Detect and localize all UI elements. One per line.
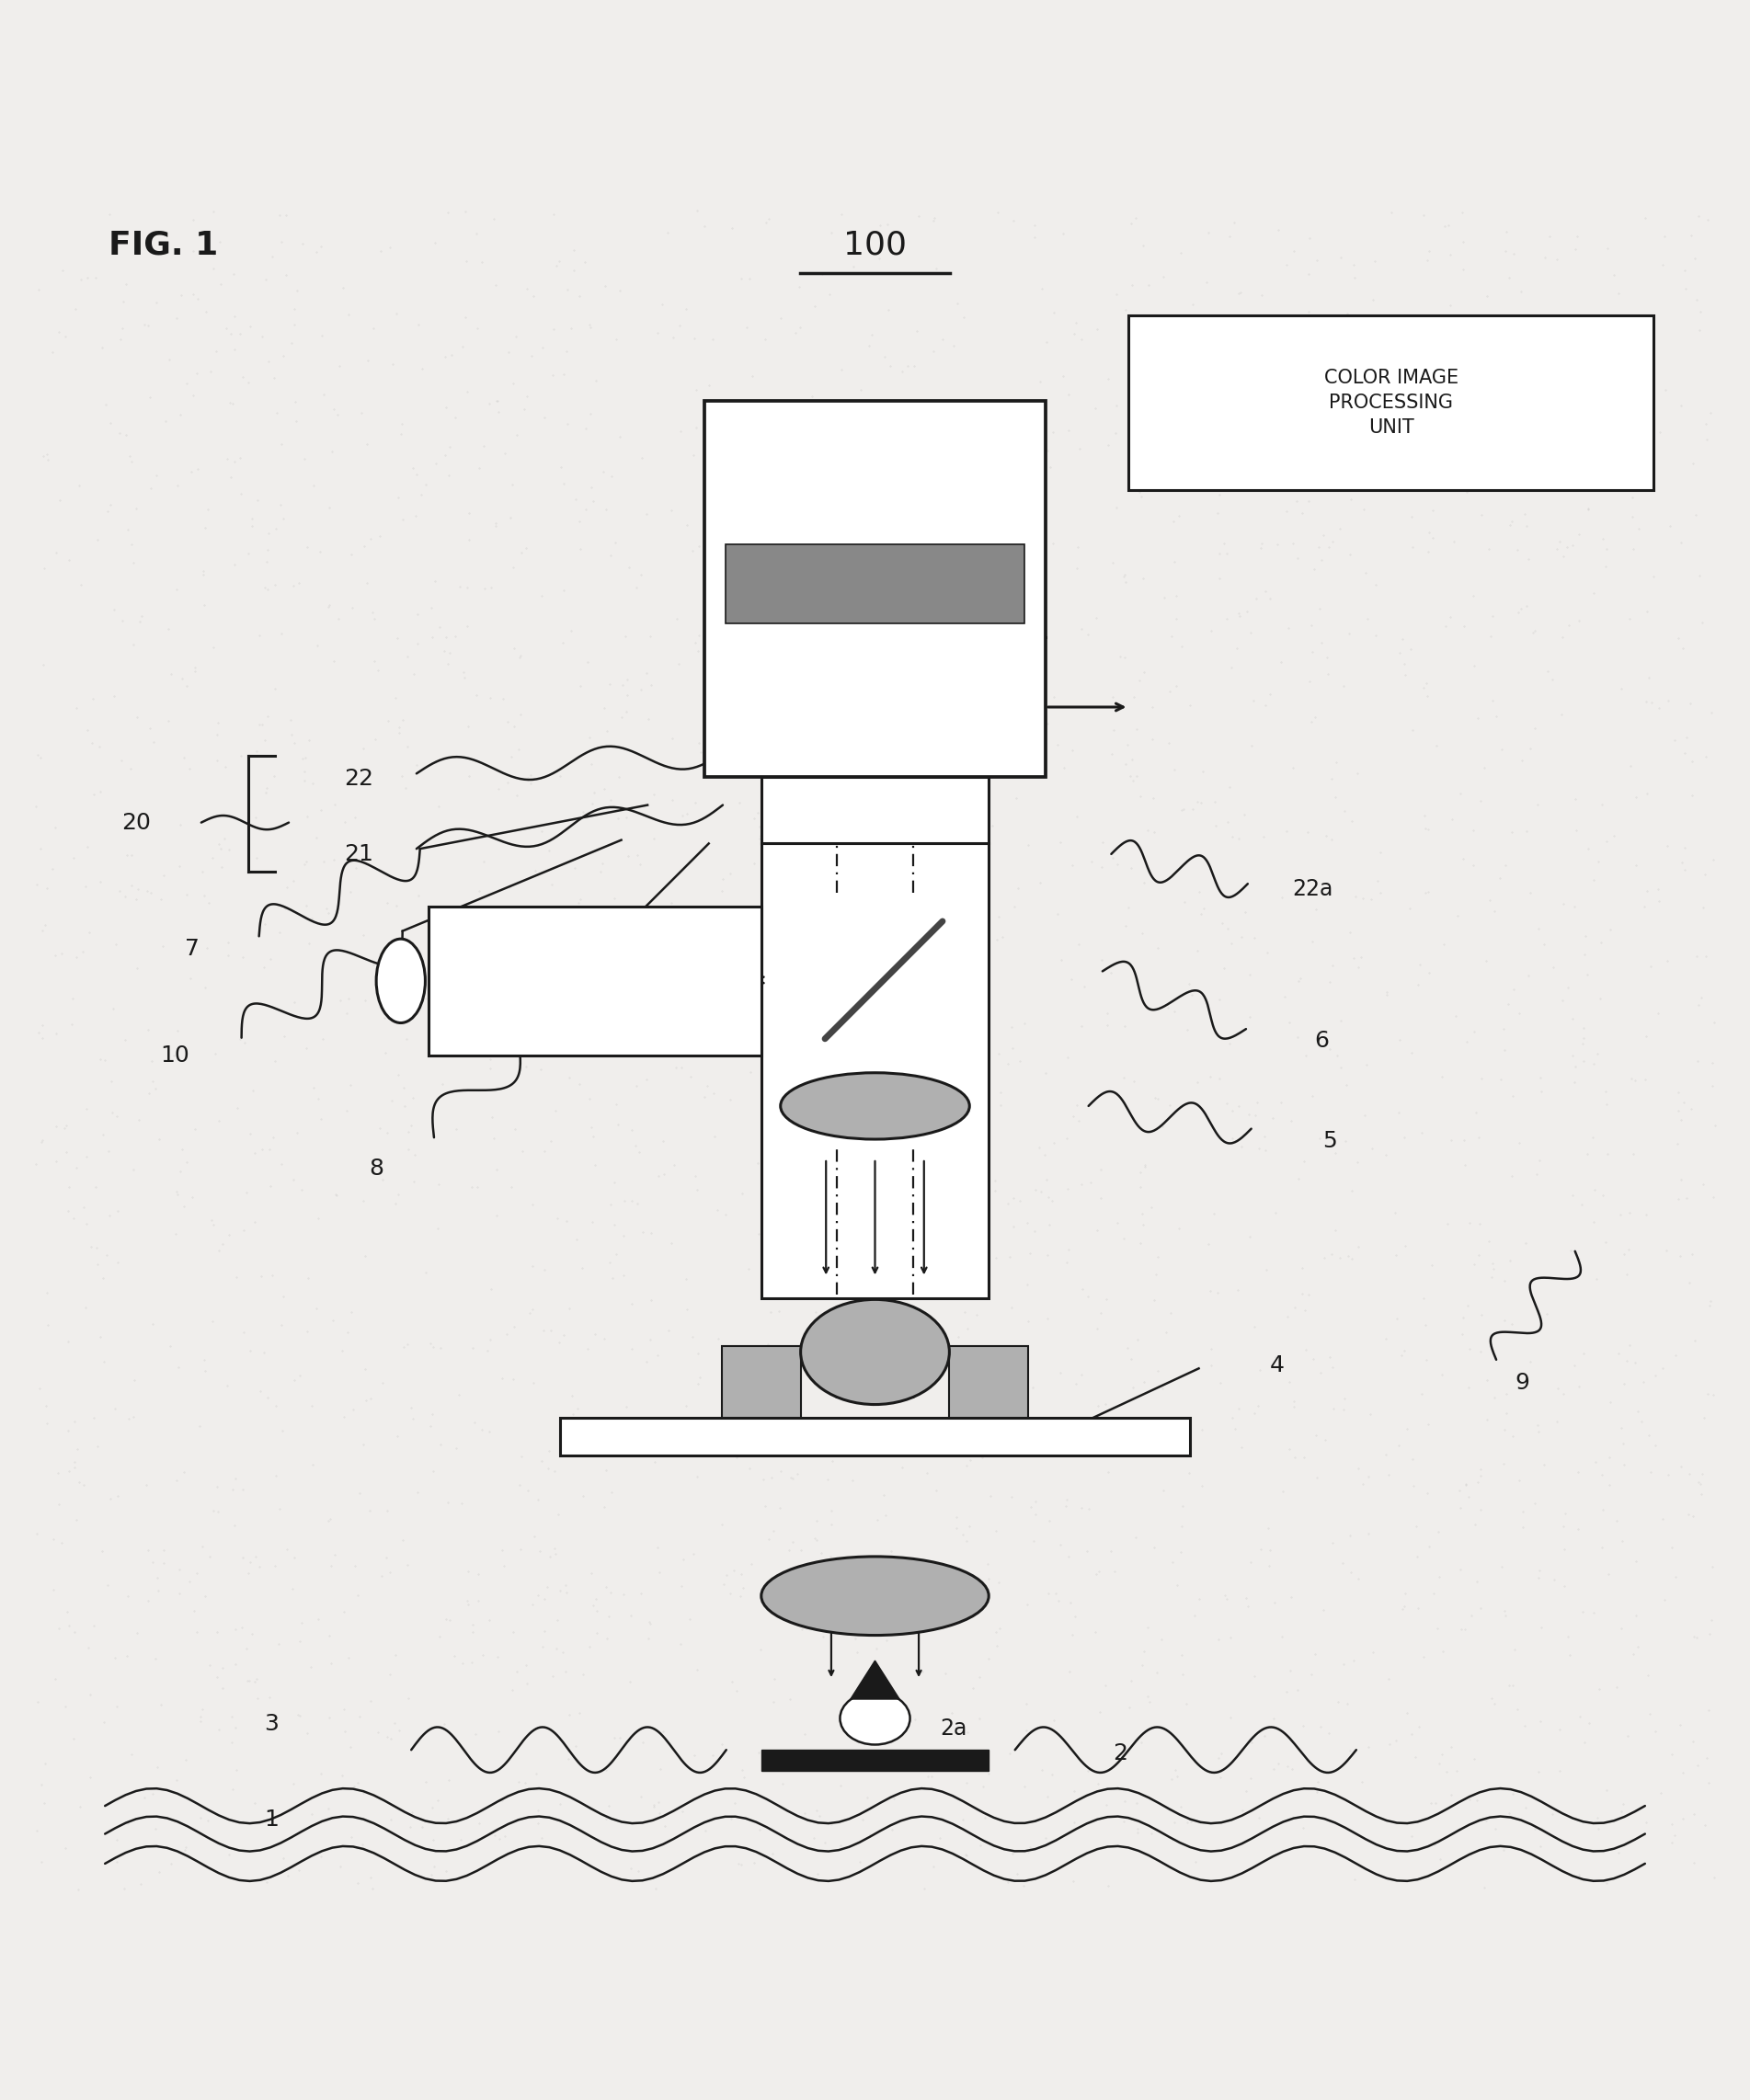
- Text: 5: 5: [1323, 1130, 1337, 1153]
- Text: 10: 10: [161, 1044, 189, 1067]
- Bar: [704, 401, 1046, 777]
- Ellipse shape: [376, 939, 425, 1023]
- Text: 2: 2: [1113, 1743, 1127, 1764]
- Bar: [429, 907, 761, 1054]
- Bar: [761, 1749, 989, 1770]
- Text: 3: 3: [264, 1714, 278, 1735]
- Bar: [1129, 315, 1654, 489]
- Ellipse shape: [781, 1073, 970, 1138]
- Text: 22: 22: [345, 769, 373, 790]
- Text: FIG. 1: FIG. 1: [108, 229, 219, 260]
- Polygon shape: [850, 1661, 900, 1699]
- Bar: [761, 844, 989, 1298]
- Text: 20: 20: [123, 811, 150, 834]
- Ellipse shape: [840, 1693, 910, 1745]
- Text: 22a: 22a: [1292, 878, 1334, 901]
- Text: COLOR IMAGE
PROCESSING
UNIT: COLOR IMAGE PROCESSING UNIT: [1325, 368, 1458, 437]
- Ellipse shape: [761, 1556, 989, 1636]
- Text: 4: 4: [1270, 1354, 1284, 1376]
- Bar: [560, 1418, 1190, 1455]
- Text: 21: 21: [345, 842, 373, 865]
- Text: 100: 100: [844, 229, 906, 260]
- Ellipse shape: [800, 1300, 949, 1405]
- Text: 9: 9: [1516, 1371, 1530, 1394]
- Text: 8: 8: [369, 1157, 383, 1180]
- Text: 6: 6: [1314, 1031, 1328, 1052]
- Bar: [721, 1346, 800, 1418]
- Bar: [949, 1346, 1029, 1418]
- Text: 2a: 2a: [940, 1718, 968, 1741]
- Bar: [761, 777, 989, 844]
- Bar: [724, 544, 1026, 624]
- Text: 7: 7: [186, 937, 200, 960]
- Text: 1: 1: [264, 1808, 278, 1831]
